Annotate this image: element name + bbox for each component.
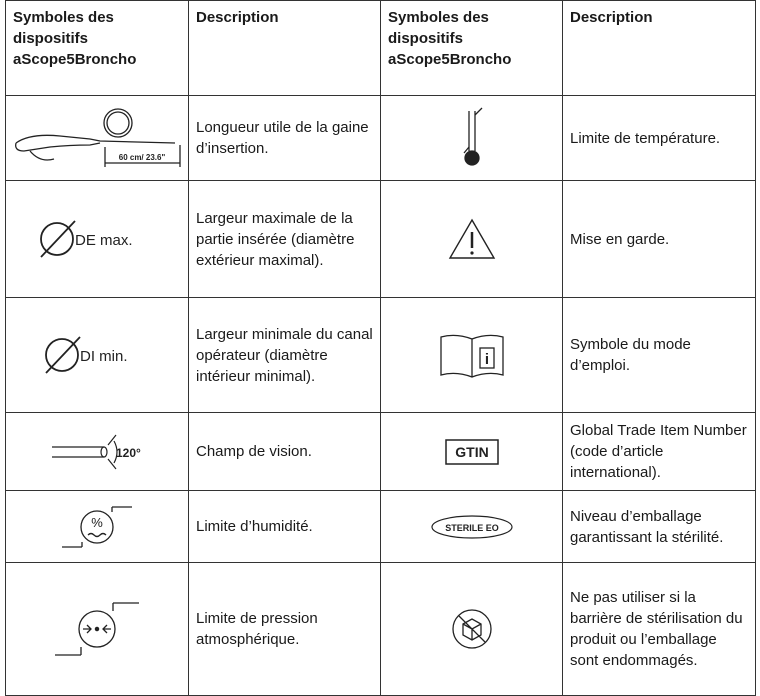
- damaged-package-icon: [451, 609, 492, 649]
- description: Champ de vision.: [188, 412, 381, 491]
- thermometer-icon: [463, 107, 482, 166]
- header-cell: Description: [188, 0, 381, 96]
- humidity-icon: %: [62, 505, 132, 548]
- warning-icon: [448, 218, 495, 259]
- view-icon: 120°: [52, 434, 141, 469]
- row: Limite de pression atmosphérique. Ne pas…: [5, 562, 756, 696]
- description: Longueur utile de la gaine d’insertion.: [188, 95, 381, 181]
- pressure-icon: [55, 602, 139, 656]
- sterile-icon: STERILE EO: [430, 514, 513, 539]
- symbol-label: DE max.: [75, 232, 133, 249]
- row: % Limite d’humidité. STERILE EO Niveau d…: [5, 490, 756, 563]
- symbol-cell: 60 cm/ 23.6": [5, 95, 189, 181]
- symbol-label: STERILE EO: [445, 523, 499, 533]
- symbol-label: GTIN: [455, 444, 488, 460]
- header-cell: Symboles des dispositifs aScope5Broncho: [5, 0, 189, 96]
- svg-text:i: i: [484, 351, 488, 368]
- symbol-cell: [5, 562, 189, 696]
- description: Limite d’humidité.: [188, 490, 381, 563]
- description: Ne pas utiliser si la barrière de stéril…: [562, 562, 756, 696]
- description: Limite de température.: [562, 95, 756, 181]
- symbol-cell: 120°: [5, 412, 189, 491]
- symbol-cell: %: [5, 490, 189, 563]
- description: Largeur maximale de la partie insérée (d…: [188, 180, 381, 298]
- symbol-label: 120°: [116, 446, 141, 460]
- description: Symbole du mode d’emploi.: [562, 297, 756, 413]
- description: Largeur minimale du canal opérateur (dia…: [188, 297, 381, 413]
- header-cell: Description: [562, 0, 756, 96]
- symbol-cell: [380, 562, 563, 696]
- diameter-icon: DE max.: [40, 220, 133, 258]
- symbol-label: 60 cm/ 23.6": [118, 153, 165, 162]
- row: 120° Champ de vision. GTIN Global Trade …: [5, 412, 756, 491]
- description: Global Trade Item Number (code d’article…: [562, 412, 756, 491]
- description: Limite de pression atmosphérique.: [188, 562, 381, 696]
- symbol-cell: DI min.: [5, 297, 189, 413]
- description: Niveau d’emballage garantissant la stéri…: [562, 490, 756, 563]
- header-cell: Symboles des dispositifs aScope5Broncho: [380, 0, 563, 96]
- symbol-cell: STERILE EO: [380, 490, 563, 563]
- gtin-icon: GTIN: [444, 438, 499, 465]
- symbol-cell: i: [380, 297, 563, 413]
- symbol-label: DI min.: [80, 348, 128, 365]
- row: DI min. Largeur minimale du canal opérat…: [5, 297, 756, 413]
- symbol-label: %: [91, 515, 103, 530]
- symbol-cell: [380, 95, 563, 181]
- diameter-icon: DI min.: [45, 336, 128, 374]
- symbol-table: Symboles des dispositifs aScope5Broncho …: [5, 0, 756, 696]
- scope-icon: 60 cm/ 23.6": [14, 108, 181, 167]
- symbol-cell: DE max.: [5, 180, 189, 298]
- description: Mise en garde.: [562, 180, 756, 298]
- symbol-cell: GTIN: [380, 412, 563, 491]
- symbol-cell: [380, 180, 563, 298]
- manual-icon: i: [439, 334, 504, 378]
- row: DE max. Largeur maximale de la partie in…: [5, 180, 756, 298]
- header-row: Symboles des dispositifs aScope5Broncho …: [5, 0, 756, 96]
- row: 60 cm/ 23.6" Longueur utile de la gaine …: [5, 95, 756, 181]
